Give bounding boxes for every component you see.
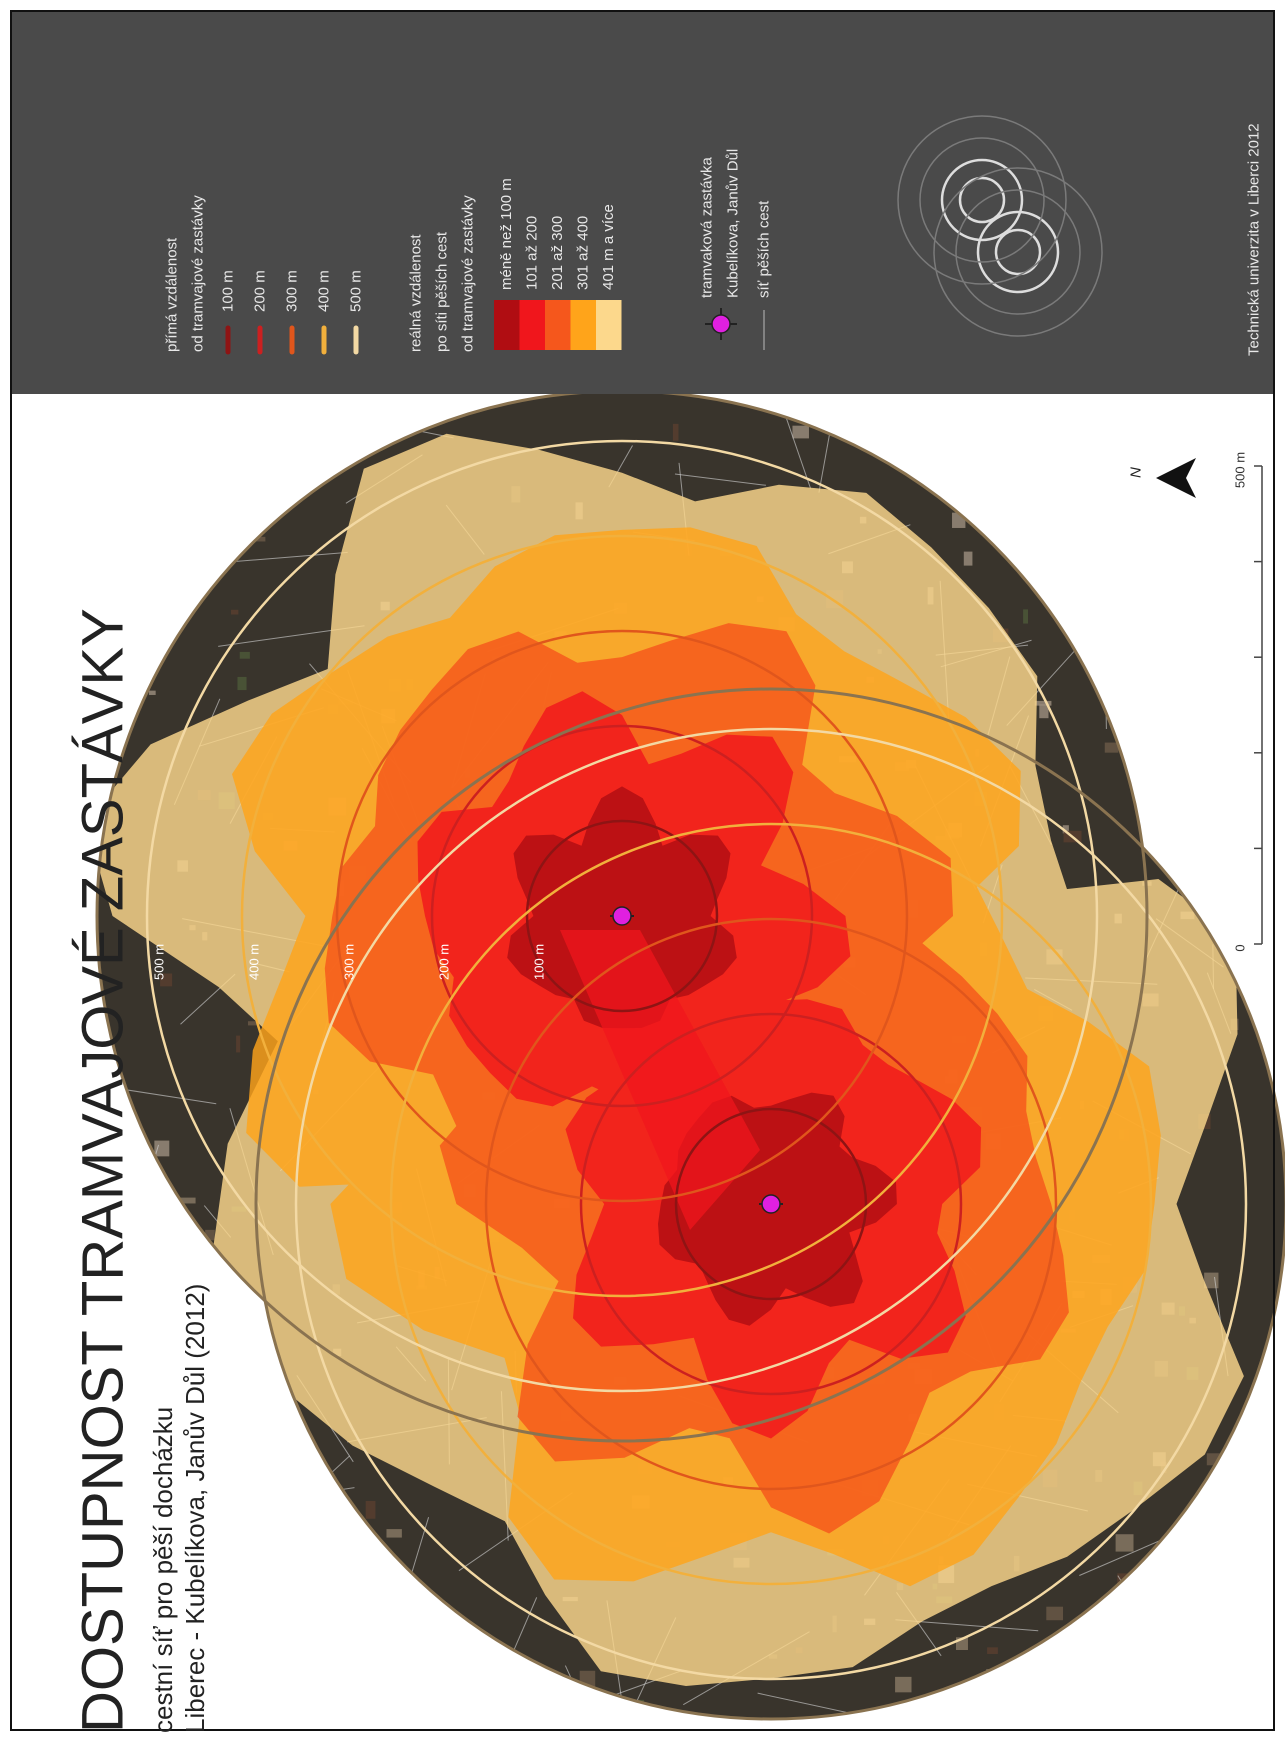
distance-ring bbox=[674, 1107, 868, 1301]
street bbox=[674, 473, 767, 486]
building bbox=[365, 1500, 376, 1519]
building bbox=[1204, 1272, 1219, 1289]
legend-heading: od tramvajové zastávky bbox=[190, 195, 207, 352]
map-outline bbox=[254, 687, 1285, 1721]
legend-heading: přímá vzdálenost bbox=[164, 237, 181, 352]
distance-ring bbox=[484, 917, 1058, 1491]
logo-ring bbox=[958, 176, 1006, 224]
building bbox=[963, 551, 973, 566]
footer: Technická univerzita v Liberci 2012 bbox=[1246, 123, 1263, 356]
building bbox=[386, 1529, 402, 1538]
ring-label: 300 m bbox=[342, 944, 357, 980]
legend-fill-swatch bbox=[545, 300, 571, 350]
distance-ring bbox=[294, 727, 1248, 1681]
legend-label: 100 m bbox=[220, 270, 237, 312]
building bbox=[236, 1035, 241, 1053]
ring-label: 200 m bbox=[437, 944, 452, 980]
building bbox=[987, 1647, 998, 1654]
legend-label: 401 m a více bbox=[600, 204, 617, 290]
scale-label: 500 m bbox=[1233, 452, 1248, 488]
building bbox=[247, 1021, 260, 1026]
logo bbox=[897, 115, 1103, 337]
building bbox=[792, 425, 809, 439]
building bbox=[239, 651, 250, 659]
corridor bbox=[560, 930, 760, 1230]
stop-symbol bbox=[711, 314, 731, 334]
logo-ring bbox=[933, 167, 1103, 337]
building bbox=[205, 1229, 215, 1241]
subtitle: Liberec - Kubelíkova, Janův Důl (2012) bbox=[180, 1284, 210, 1733]
legend-label: 300 m bbox=[284, 270, 301, 312]
ring-label: 400 m bbox=[247, 944, 262, 980]
frame bbox=[10, 10, 1275, 1731]
legend-label: síť pěších cest bbox=[756, 200, 773, 298]
distance-ring bbox=[240, 534, 1004, 1298]
north-label: N bbox=[1128, 467, 1145, 478]
legend-fill-swatch bbox=[519, 300, 545, 350]
building bbox=[1046, 1606, 1064, 1621]
legend-fill-swatch bbox=[570, 300, 596, 350]
distance-ring bbox=[145, 439, 1099, 1393]
building bbox=[255, 536, 266, 542]
logo-ring bbox=[994, 228, 1042, 276]
isochrone-zone bbox=[507, 786, 897, 1326]
legend-label: 301 až 400 bbox=[575, 216, 592, 290]
building bbox=[179, 1197, 196, 1204]
stop-marker bbox=[761, 1194, 781, 1214]
subtitle: cestní síť pro pěší docházku bbox=[148, 1407, 178, 1733]
legend-label: Kubelíkova, Janův Důl bbox=[725, 149, 742, 298]
distance-ring bbox=[389, 822, 1153, 1586]
legend-heading: po síti pěších cest bbox=[434, 231, 451, 352]
legend-label: tramvaková zastávka bbox=[699, 156, 716, 298]
legend-label: 200 m bbox=[252, 270, 269, 312]
logo-ring bbox=[919, 137, 1045, 263]
logo-ring bbox=[976, 210, 1060, 294]
legend: přímá vzdálenost od tramvajové zastávky 10… bbox=[164, 115, 1263, 356]
legend-panel bbox=[11, 11, 1274, 394]
building bbox=[1023, 609, 1029, 624]
distance-ring bbox=[579, 1012, 963, 1396]
building bbox=[148, 690, 156, 695]
stop-marker bbox=[612, 906, 632, 926]
legend-fill-swatch bbox=[596, 300, 622, 350]
logo-ring bbox=[940, 158, 1024, 242]
distance-ring bbox=[525, 819, 719, 1013]
ring-label: 100 m bbox=[532, 944, 547, 980]
distance-ring bbox=[335, 629, 909, 1203]
building bbox=[1104, 742, 1119, 753]
building bbox=[1034, 700, 1052, 706]
building bbox=[1115, 1534, 1134, 1552]
building bbox=[231, 609, 239, 615]
building bbox=[955, 1637, 968, 1650]
scale-label: 0 bbox=[1233, 944, 1248, 951]
building bbox=[154, 1140, 170, 1157]
street bbox=[120, 1088, 217, 1105]
logo-ring bbox=[955, 189, 1081, 315]
legend-label: 201 až 300 bbox=[549, 216, 566, 290]
logo-ring bbox=[897, 115, 1067, 285]
building bbox=[1062, 825, 1069, 834]
legend-fill-swatch bbox=[494, 300, 520, 350]
building bbox=[672, 423, 679, 441]
legend-heading: od tramvajové zastávky bbox=[460, 195, 477, 352]
ring-label: 500 m bbox=[152, 944, 167, 980]
title: DOSTUPNOST TRAMVAJOVÉ ZASTÁVKY bbox=[71, 608, 136, 1733]
legend-label: méně než 100 m bbox=[498, 178, 515, 290]
legend-label: 400 m bbox=[316, 270, 333, 312]
building bbox=[160, 973, 173, 987]
distance-ring bbox=[430, 724, 814, 1108]
legend-label: 500 m bbox=[348, 270, 365, 312]
north-arrow bbox=[1156, 458, 1196, 498]
building bbox=[895, 1676, 912, 1693]
legend-label: 101 až 200 bbox=[524, 216, 541, 290]
building bbox=[1039, 704, 1049, 719]
legend-heading: reálná vzdálenost bbox=[408, 234, 425, 352]
building bbox=[237, 676, 247, 691]
